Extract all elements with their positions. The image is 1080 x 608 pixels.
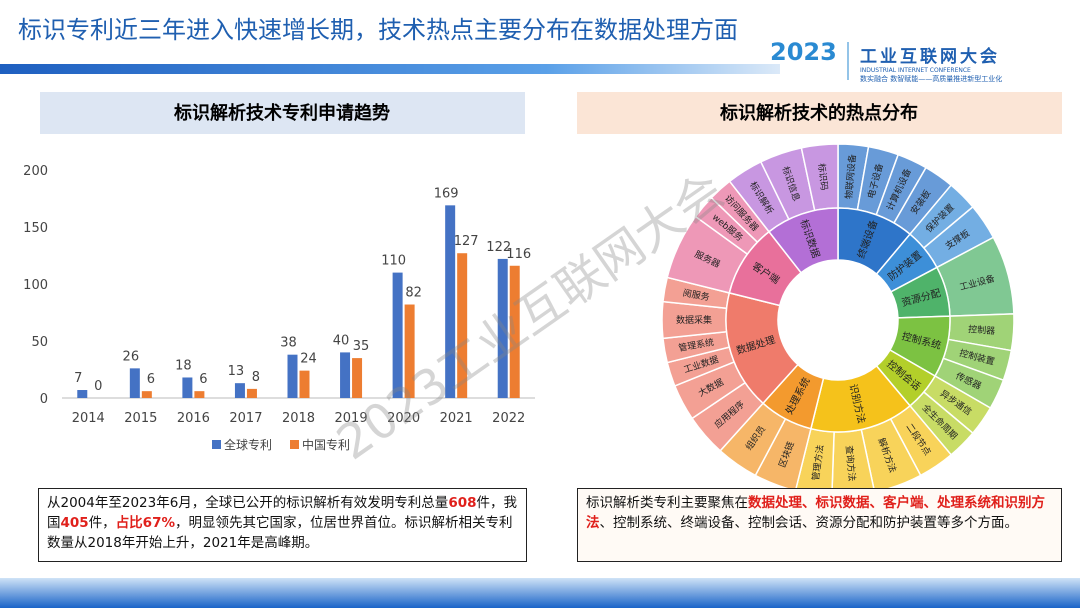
data-label: 169 [434, 186, 459, 201]
bar [404, 304, 415, 398]
highlight-text: 占比67% [115, 515, 176, 531]
data-label: 110 [381, 254, 406, 269]
bar [141, 391, 152, 398]
data-label: 6 [199, 372, 207, 387]
data-label: 26 [123, 349, 140, 364]
data-label: 18 [175, 358, 192, 373]
data-label: 13 [228, 364, 245, 379]
note-text: 、控制系统、终端设备、控制会话、资源分配和防护装置等多个方面。 [599, 515, 1019, 531]
y-tick-label: 150 [23, 221, 48, 236]
bar [129, 368, 140, 398]
footer-band [0, 578, 1080, 608]
x-tick-label: 2018 [282, 411, 315, 426]
bar [246, 388, 257, 398]
segment-label: 物联网设备 [843, 154, 859, 200]
x-tick-label: 2021 [440, 411, 473, 426]
note-text: 件， [88, 515, 116, 531]
y-tick-label: 200 [23, 164, 48, 179]
header-bar [0, 64, 780, 74]
bar [77, 390, 88, 398]
legend-swatch [212, 440, 221, 449]
highlight-text: 405 [60, 515, 89, 531]
highlight-text: 数据处理、标识数据、客户端、处理系统和识别方法 [586, 495, 1045, 531]
legend-swatch [290, 440, 299, 449]
bar [352, 358, 363, 398]
data-label: 82 [405, 286, 422, 301]
note-text: 标识解析类专利主要聚焦在 [586, 495, 748, 511]
segment-label: 标识码 [816, 163, 831, 191]
x-tick-label: 2016 [177, 411, 210, 426]
x-tick-label: 2014 [72, 411, 105, 426]
logo-year: 2023 [770, 38, 837, 66]
data-label: 40 [333, 333, 350, 348]
note-box: 从2004年至2023年6月，全球已公开的标识解析有效发明专利总量608件，我国… [38, 488, 527, 562]
legend-label: 全球专利 [224, 437, 272, 452]
data-label: 0 [94, 379, 102, 394]
data-label: 127 [454, 234, 479, 249]
data-label: 8 [252, 370, 260, 385]
legend-label: 中国专利 [302, 437, 350, 452]
x-tick-label: 2019 [335, 411, 368, 426]
data-label: 35 [353, 339, 370, 354]
bar [509, 265, 520, 398]
segment-label: 控制器 [968, 323, 996, 337]
note-text: 从2004年至2023年6月，全球已公开的标识解析有效发明专利总量 [47, 495, 449, 511]
x-tick-label: 2022 [492, 411, 525, 426]
panel-title-bg [577, 92, 1062, 134]
y-tick-label: 0 [40, 392, 48, 407]
panel-title-bg [40, 92, 525, 134]
highlight-text: 608 [448, 495, 477, 511]
x-tick-label: 2015 [124, 411, 157, 426]
data-label: 38 [280, 336, 297, 351]
bar [194, 391, 205, 398]
segment-label: 查询方法 [843, 445, 858, 482]
bar [182, 377, 193, 398]
note-box: 标识解析类专利主要聚焦在数据处理、标识数据、客户端、处理系统和识别方法、控制系统… [577, 488, 1062, 562]
x-tick-label: 2020 [387, 411, 420, 426]
chart-title: 标识解析技术专利申请趋势 [173, 102, 390, 124]
x-tick-label: 2017 [229, 411, 262, 426]
data-label: 24 [300, 352, 317, 367]
data-label: 7 [74, 371, 82, 386]
slide-title: 标识专利近三年进入快速增长期，技术热点主要分布在数据处理方面 [18, 16, 738, 44]
bar [392, 272, 403, 398]
data-label: 122 [486, 240, 511, 255]
bar [457, 253, 468, 398]
note-text: ，明显领先其它国家，位居世界首位。标识解析相关专利数量从2018年开始上升，20… [47, 515, 513, 551]
segment-label: 数据采集 [676, 314, 712, 326]
y-tick-label: 100 [23, 278, 48, 293]
data-label: 6 [147, 372, 155, 387]
bar [340, 352, 351, 398]
logo-name: 工业互联网大会 [860, 46, 1000, 67]
y-tick-label: 50 [31, 335, 48, 350]
inner-segment [767, 207, 839, 274]
chart-title: 标识解析技术的热点分布 [719, 102, 918, 124]
note-text: 件，我国 [47, 495, 517, 531]
bar [497, 258, 508, 398]
bar [299, 370, 310, 398]
data-label: 116 [506, 247, 531, 262]
logo-english: INDUSTRIAL INTERNET CONFERENCE [860, 67, 971, 74]
bar [287, 354, 298, 398]
bar [234, 383, 245, 398]
logo-slogan: 数实融合 数智赋能——高质量推进新型工业化 [860, 74, 1002, 83]
bar [445, 205, 456, 398]
